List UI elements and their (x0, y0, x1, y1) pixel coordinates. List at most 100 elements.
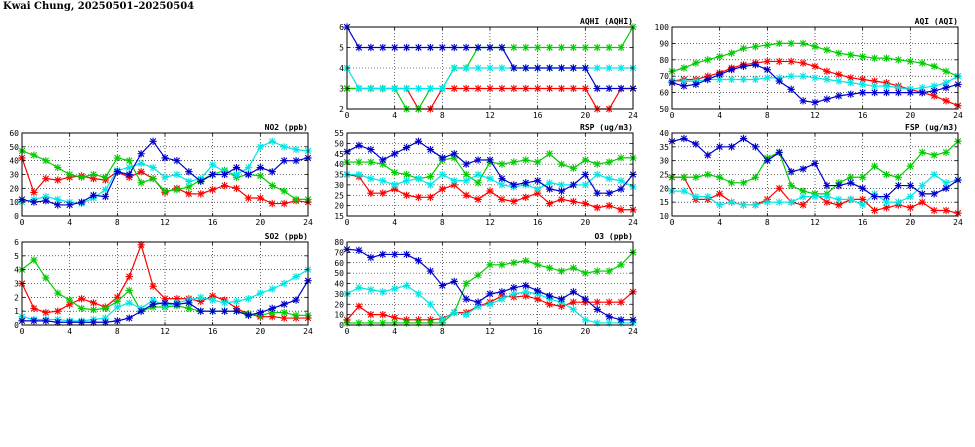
y-tick-label: 40 (659, 129, 669, 138)
x-tick-label: 4 (392, 218, 397, 227)
data-point (379, 189, 387, 197)
data-point (391, 84, 399, 93)
data-point (799, 187, 807, 195)
data-point (716, 75, 724, 84)
y-tick-label: 2 (14, 293, 19, 302)
data-point (751, 173, 760, 181)
data-point (727, 66, 736, 74)
data-point (918, 198, 926, 206)
data-point (367, 253, 375, 262)
data-point (680, 134, 688, 143)
data-point (534, 189, 542, 197)
x-tick-label: 8 (440, 111, 445, 120)
x-tick-label: 24 (953, 218, 963, 227)
data-point (522, 288, 530, 296)
x-tick-label: 12 (160, 218, 170, 227)
data-point (581, 181, 589, 189)
data-point (882, 54, 891, 62)
series-blue (343, 23, 637, 93)
series-blue (343, 137, 637, 197)
data-point (605, 201, 613, 210)
data-point (581, 43, 589, 52)
data-point (426, 84, 435, 93)
data-point (486, 187, 494, 195)
data-point (510, 181, 518, 189)
data-point (942, 67, 950, 75)
y-tick-label: 50 (659, 105, 669, 114)
data-point (220, 181, 229, 190)
data-point (173, 170, 181, 179)
data-point (498, 261, 506, 269)
data-point (101, 192, 110, 201)
data-point (882, 192, 891, 201)
data-point (450, 43, 458, 52)
data-point (930, 87, 938, 95)
data-point (882, 82, 891, 90)
data-point (593, 319, 601, 327)
data-point (763, 57, 771, 66)
data-point (569, 264, 578, 272)
y-tick-label: 60 (9, 129, 19, 138)
data-point (727, 75, 736, 84)
data-point (775, 39, 783, 48)
series-cyan (343, 170, 637, 193)
x-tick-label: 0 (20, 327, 25, 336)
data-point (617, 64, 625, 72)
x-tick-label: 0 (345, 218, 350, 227)
y-tick-label: 35 (659, 143, 669, 152)
y-tick-label: 30 (334, 181, 344, 190)
data-point (906, 204, 914, 212)
data-point (197, 297, 205, 306)
data-point (859, 195, 867, 204)
data-point (462, 84, 470, 93)
data-point (799, 39, 807, 48)
data-point (605, 298, 613, 306)
chart-fsp: 0 4 8 12 16 20 24 10 15 20 25 30 35 40 FSP (ug/m3) (659, 123, 963, 227)
data-point (918, 148, 926, 157)
data-point (763, 157, 771, 165)
data-point (355, 170, 363, 179)
x-tick-label: 16 (533, 327, 543, 336)
data-point (847, 195, 855, 204)
data-point (739, 134, 748, 143)
data-point (534, 64, 542, 72)
data-point (605, 158, 613, 166)
data-point (569, 288, 578, 296)
data-point (125, 299, 133, 307)
data-point (402, 281, 411, 290)
data-point (739, 62, 748, 70)
data-point (522, 64, 530, 72)
data-point (402, 250, 411, 259)
data-point (787, 39, 795, 48)
data-point (355, 284, 363, 292)
data-point (557, 295, 566, 303)
data-point (557, 267, 566, 275)
data-point (727, 198, 736, 206)
data-point (42, 197, 50, 205)
data-point (498, 195, 506, 204)
data-point (414, 257, 423, 265)
data-point (268, 313, 276, 321)
data-point (799, 97, 807, 105)
data-point (906, 162, 914, 170)
data-point (557, 181, 566, 189)
data-point (292, 157, 300, 165)
data-point (89, 175, 98, 183)
data-point (101, 318, 110, 326)
chart-title: FSP (ug/m3) (905, 123, 958, 132)
data-point (77, 173, 86, 181)
data-point (799, 72, 807, 80)
data-point (232, 184, 241, 192)
data-point (220, 299, 229, 307)
data-point (161, 154, 169, 162)
x-tick-label: 4 (67, 218, 72, 227)
data-point (510, 64, 518, 72)
data-point (557, 195, 566, 204)
data-point (811, 192, 819, 201)
data-point (942, 84, 950, 92)
data-point (402, 43, 411, 52)
data-point (906, 192, 914, 201)
data-point (414, 43, 423, 52)
data-point (414, 84, 423, 93)
